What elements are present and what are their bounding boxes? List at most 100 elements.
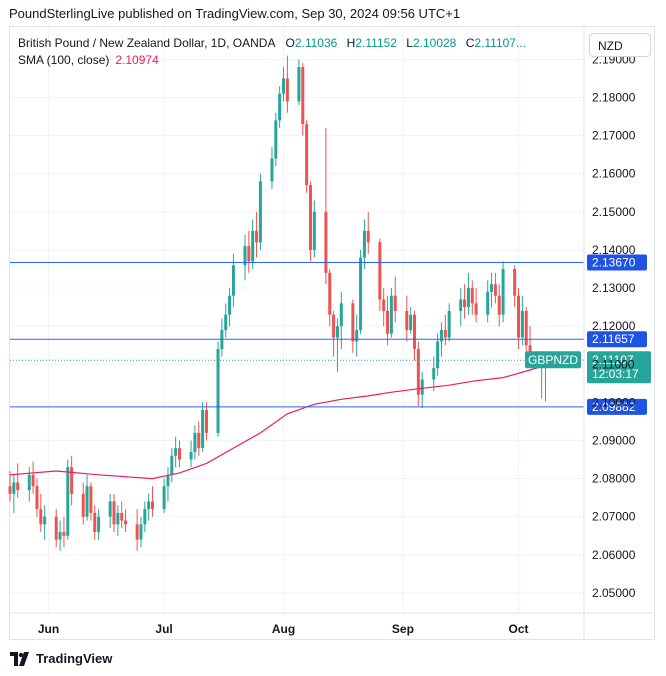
candle-body [16, 482, 20, 491]
candle-body [359, 257, 363, 330]
candle-body [139, 524, 143, 540]
candle-body [247, 246, 251, 262]
candle-body [528, 345, 532, 357]
symbol-tag [525, 351, 581, 369]
y-tick-label: 2.08000 [592, 472, 636, 486]
high-label: H [346, 36, 356, 50]
symbol-tag-label: GBPNZD [528, 353, 578, 367]
close-value: 2.11107... [474, 36, 526, 50]
sma-label: SMA (100, close) [18, 53, 110, 67]
y-tick-label: 2.15000 [592, 205, 636, 219]
candle-body [308, 185, 312, 250]
candle-body [382, 299, 386, 311]
candle-body [463, 299, 467, 308]
y-tick-label: 2.11000 [592, 357, 635, 371]
candle-body [513, 269, 517, 296]
candle-body [201, 410, 205, 449]
sma-polyline [9, 364, 546, 480]
y-tick-label: 2.16000 [592, 167, 636, 181]
candle-body [27, 474, 31, 491]
candle-body [216, 349, 220, 433]
candle-body [135, 524, 139, 540]
candle-body [204, 410, 208, 433]
candle-body [486, 291, 490, 315]
candle-body [197, 432, 201, 449]
high-value: 2.11152 [355, 36, 397, 50]
candle-body [178, 448, 182, 460]
candle-body [70, 467, 74, 494]
candle-body [81, 493, 85, 517]
candle-body [255, 230, 259, 243]
candle-body [174, 448, 178, 456]
symbol-legend: British Pound / New Zealand Dollar, 1D, … [18, 36, 532, 50]
candle-body [305, 124, 309, 186]
candle-body [459, 299, 463, 311]
candle-body [282, 78, 286, 94]
candle-body [12, 482, 16, 494]
candle-body [501, 269, 505, 315]
candle-body [124, 520, 128, 525]
horizontal-levels: 2.13670 2.11657 2.09882 GBPNZD 2.1110712:03:… [10, 254, 651, 415]
low-label: L [406, 36, 413, 50]
candle-body [328, 272, 332, 315]
candle-body [355, 329, 359, 342]
candle-body [447, 310, 451, 338]
candle-body [416, 349, 420, 395]
y-tick-label: 2.13000 [592, 281, 636, 295]
candle-body [393, 295, 397, 311]
candle-body [54, 516, 58, 540]
candle-body [274, 120, 278, 159]
candle-body [31, 474, 35, 487]
candle-body [524, 310, 528, 346]
candle-body [278, 93, 282, 121]
candle-body [362, 230, 366, 258]
symbol-title: British Pound / New Zealand Dollar, 1D, … [18, 36, 276, 50]
candle-body [193, 432, 197, 452]
candle-body [497, 295, 501, 315]
candle-body [85, 486, 89, 517]
candle-body [312, 211, 316, 250]
y-tick-label: 2.17000 [592, 129, 636, 143]
publisher-credit: PoundSterlingLive published on TradingVi… [9, 6, 461, 21]
candle-body [231, 265, 235, 296]
candle-body [166, 474, 170, 487]
level-price-label: 2.11657 [592, 332, 635, 346]
candle-body [120, 512, 124, 521]
candle-body [285, 78, 289, 102]
open-label: O [285, 36, 295, 50]
candle-body [332, 314, 336, 338]
candle-body [58, 531, 62, 540]
candle-body [93, 512, 97, 532]
candle-body [409, 314, 413, 330]
candle-body [224, 314, 228, 330]
last-price-label: 2.11107 [592, 353, 634, 367]
candle-body [66, 467, 70, 536]
tradingview-logo[interactable]: TradingView [10, 651, 112, 666]
sma-line [9, 364, 546, 480]
countdown-label: 12:03:17 [592, 367, 639, 381]
candle-body [366, 230, 370, 243]
level-price-tag [587, 254, 647, 271]
sma-legend: SMA (100, close) 2.10974 [18, 53, 159, 67]
candle-body [436, 341, 440, 369]
y-tick-label: 2.07000 [592, 510, 636, 524]
y-tick-label: 2.10000 [592, 395, 636, 409]
y-tick-label: 2.05000 [592, 586, 636, 600]
candle-body [439, 329, 443, 342]
candle-body [116, 512, 120, 525]
candle-body [297, 67, 301, 102]
grid [10, 27, 584, 612]
candle-body [351, 303, 355, 342]
currency-button[interactable]: NZD [589, 33, 651, 57]
candle-body [466, 288, 470, 308]
candle-body [405, 310, 409, 330]
low-value: 2.10028 [412, 36, 457, 50]
close-label: C [465, 36, 475, 50]
candle-body [170, 455, 174, 475]
x-tick-label: Aug [272, 622, 295, 636]
axes: 2.05000 2.06000 2.07000 2.08000 2.09000 2.100… [9, 26, 655, 640]
y-tick-label: 2.09000 [592, 434, 636, 448]
level-price-tag [587, 398, 647, 415]
candle-body [112, 501, 116, 525]
